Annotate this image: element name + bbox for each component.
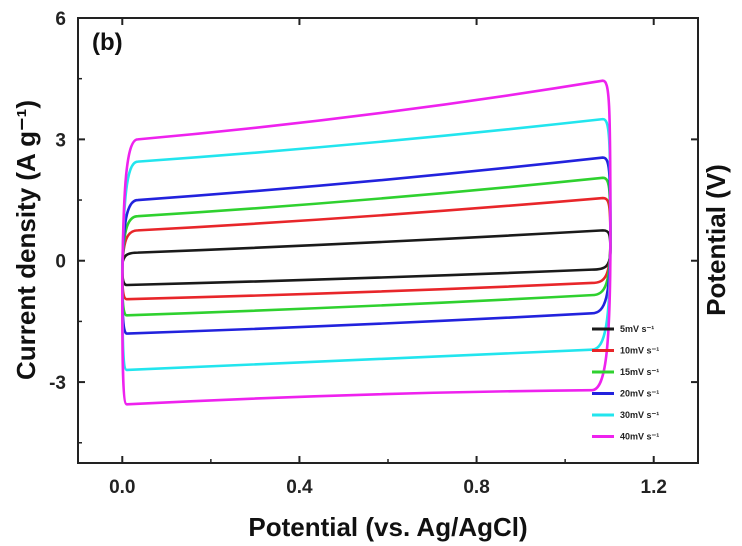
x-tick-label: 0.0 — [109, 477, 135, 498]
legend: 5mV s⁻¹ 10mV s⁻¹ 15mV s⁻¹ 20mV s⁻¹ 30mV s⁻¹ 4… — [592, 324, 659, 442]
x-tick-label: 0.8 — [463, 477, 489, 498]
series-line-1 — [120, 229, 612, 287]
series-line-6 — [120, 79, 612, 406]
y-axis-title-right: Potential (V) — [701, 164, 731, 316]
x-tick-label: 0.4 — [286, 477, 313, 498]
legend-label: 40mV s⁻¹ — [620, 432, 659, 442]
legend-label: 10mV s⁻¹ — [620, 346, 659, 356]
legend-label: 20mV s⁻¹ — [620, 389, 659, 399]
cv-curves — [120, 79, 612, 406]
legend-label: 15mV s⁻¹ — [620, 367, 659, 377]
legend-label: 5mV s⁻¹ — [620, 324, 654, 334]
y-tick-label: 0 — [55, 252, 66, 273]
y-tick-label: -3 — [49, 373, 66, 394]
x-axis-title: Potential (vs. Ag/AgCl) — [248, 512, 527, 542]
axis-ticks: 0.0 0.4 0.8 1.2 -3 0 3 6 — [49, 9, 698, 498]
legend-label: 30mV s⁻¹ — [620, 410, 659, 420]
y-tick-label: 6 — [55, 9, 66, 30]
x-tick-label: 1.2 — [641, 477, 667, 498]
y-axis-title-left: Current density (A g⁻¹) — [11, 100, 41, 380]
panel-label: (b) — [92, 29, 123, 56]
y-tick-label: 3 — [55, 130, 66, 151]
series-line-3 — [120, 176, 612, 317]
